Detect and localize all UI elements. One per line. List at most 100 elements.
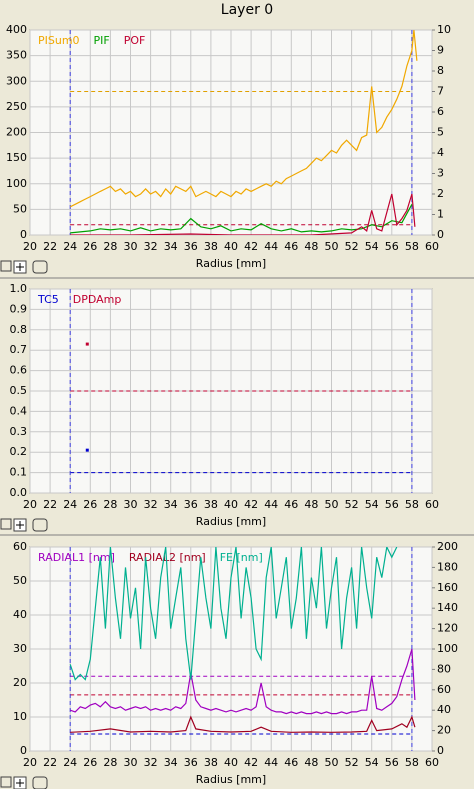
legend-entry: RADIAL1 [nm] xyxy=(38,551,115,564)
x-tick-label: 40 xyxy=(224,498,238,511)
x-tick-label: 34 xyxy=(164,756,178,769)
x-tick-label: 44 xyxy=(264,498,278,511)
scatter-point xyxy=(85,448,89,452)
y2-tick-label: 140 xyxy=(437,601,458,614)
series-line xyxy=(70,715,416,733)
x-tick-label: 46 xyxy=(284,756,298,769)
y2-tick-label: 60 xyxy=(437,683,451,696)
y-tick-label: 150 xyxy=(6,151,27,164)
x-tick-label: 46 xyxy=(284,240,298,253)
x-tick-label: 58 xyxy=(405,756,419,769)
toolbars xyxy=(0,260,48,789)
x-tick-label: 32 xyxy=(144,756,158,769)
y-tick-label: 0.1 xyxy=(10,466,28,479)
x-tick-label: 42 xyxy=(244,498,258,511)
y2-tick-label: 180 xyxy=(437,560,458,573)
x-tick-label: 38 xyxy=(204,498,218,511)
y-tick-label: 100 xyxy=(6,177,27,190)
x-tick-label: 28 xyxy=(103,756,117,769)
scatter-point xyxy=(85,342,89,346)
y2-tick-label: 100 xyxy=(437,642,458,655)
x-tick-label: 48 xyxy=(304,240,318,253)
x-tick-label: 54 xyxy=(365,498,379,511)
plus-icon xyxy=(16,521,24,529)
x-tick-label: 60 xyxy=(425,240,439,253)
x-tick-label: 48 xyxy=(304,498,318,511)
x-tick-label: 56 xyxy=(385,756,399,769)
plus-icon xyxy=(16,263,24,271)
series-line xyxy=(70,193,416,235)
y2-tick-label: 120 xyxy=(437,622,458,635)
x-tick-label: 20 xyxy=(23,756,37,769)
y-tick-label: 0.6 xyxy=(10,364,28,377)
y2-tick-label: 4 xyxy=(437,146,444,159)
x-tick-label: 32 xyxy=(144,240,158,253)
x-tick-label: 30 xyxy=(124,240,138,253)
y2-tick-label: 0 xyxy=(437,744,444,757)
y2-tick-label: 9 xyxy=(437,44,444,57)
series-line xyxy=(69,30,418,208)
y-tick-label: 10 xyxy=(13,710,27,723)
x-tick-label: 54 xyxy=(365,240,379,253)
x-tick-label: 40 xyxy=(224,240,238,253)
x-tick-label: 50 xyxy=(325,240,339,253)
x-tick-label: 38 xyxy=(204,240,218,253)
y-tick-label: 300 xyxy=(6,74,27,87)
x-tick-label: 50 xyxy=(325,756,339,769)
toolbar-button[interactable] xyxy=(0,518,12,530)
toolbar-button[interactable] xyxy=(32,518,48,532)
y-tick-label: 30 xyxy=(13,642,27,655)
y-tick-label: 0.2 xyxy=(10,445,28,458)
y2-tick-label: 7 xyxy=(437,85,444,98)
series-line xyxy=(70,204,413,234)
y-tick-label: 0 xyxy=(20,228,27,241)
y2-tick-label: 0 xyxy=(437,228,444,241)
x-tick-label: 54 xyxy=(365,756,379,769)
x-tick-label: 36 xyxy=(184,756,198,769)
y2-tick-label: 5 xyxy=(437,126,444,139)
y-tick-label: 350 xyxy=(6,49,27,62)
y-tick-label: 0.9 xyxy=(10,302,28,315)
x-tick-label: 32 xyxy=(144,498,158,511)
legend-entry: FE [nm] xyxy=(220,551,263,564)
x-tick-label: 38 xyxy=(204,756,218,769)
toolbar-button[interactable] xyxy=(0,776,12,788)
x-tick-label: 26 xyxy=(83,756,97,769)
x-tick-label: 28 xyxy=(103,240,117,253)
x-tick-label: 26 xyxy=(83,498,97,511)
plus-icon xyxy=(16,779,24,787)
x-tick-label: 58 xyxy=(405,240,419,253)
y-tick-label: 60 xyxy=(13,540,27,553)
x-axis-label: Radius [mm] xyxy=(196,773,266,786)
legend-entry: TC5 xyxy=(37,293,59,306)
y-tick-label: 0.4 xyxy=(10,404,28,417)
toolbar-button[interactable] xyxy=(32,260,48,274)
toolbar-button[interactable] xyxy=(0,260,12,272)
y-tick-label: 200 xyxy=(6,126,27,139)
x-tick-label: 28 xyxy=(103,498,117,511)
x-tick-label: 30 xyxy=(124,498,138,511)
y-tick-label: 0.5 xyxy=(10,384,28,397)
y-tick-label: 50 xyxy=(13,202,27,215)
x-tick-label: 60 xyxy=(425,498,439,511)
y2-tick-label: 200 xyxy=(437,540,458,553)
x-tick-label: 58 xyxy=(405,498,419,511)
x-tick-label: 26 xyxy=(83,240,97,253)
x-tick-label: 30 xyxy=(124,756,138,769)
window-title: Layer 0 xyxy=(221,2,273,18)
y2-tick-label: 8 xyxy=(437,64,444,77)
x-tick-label: 60 xyxy=(425,756,439,769)
y2-tick-label: 80 xyxy=(437,662,451,675)
x-tick-label: 42 xyxy=(244,756,258,769)
x-tick-label: 50 xyxy=(325,498,339,511)
x-tick-label: 42 xyxy=(244,240,258,253)
y-tick-label: 0 xyxy=(20,744,27,757)
y-tick-label: 0.8 xyxy=(10,323,28,336)
x-tick-label: 56 xyxy=(385,498,399,511)
y-tick-label: 40 xyxy=(13,608,27,621)
y2-tick-label: 20 xyxy=(437,724,451,737)
y-tick-label: 50 xyxy=(13,574,27,587)
toolbar-button[interactable] xyxy=(32,776,48,789)
